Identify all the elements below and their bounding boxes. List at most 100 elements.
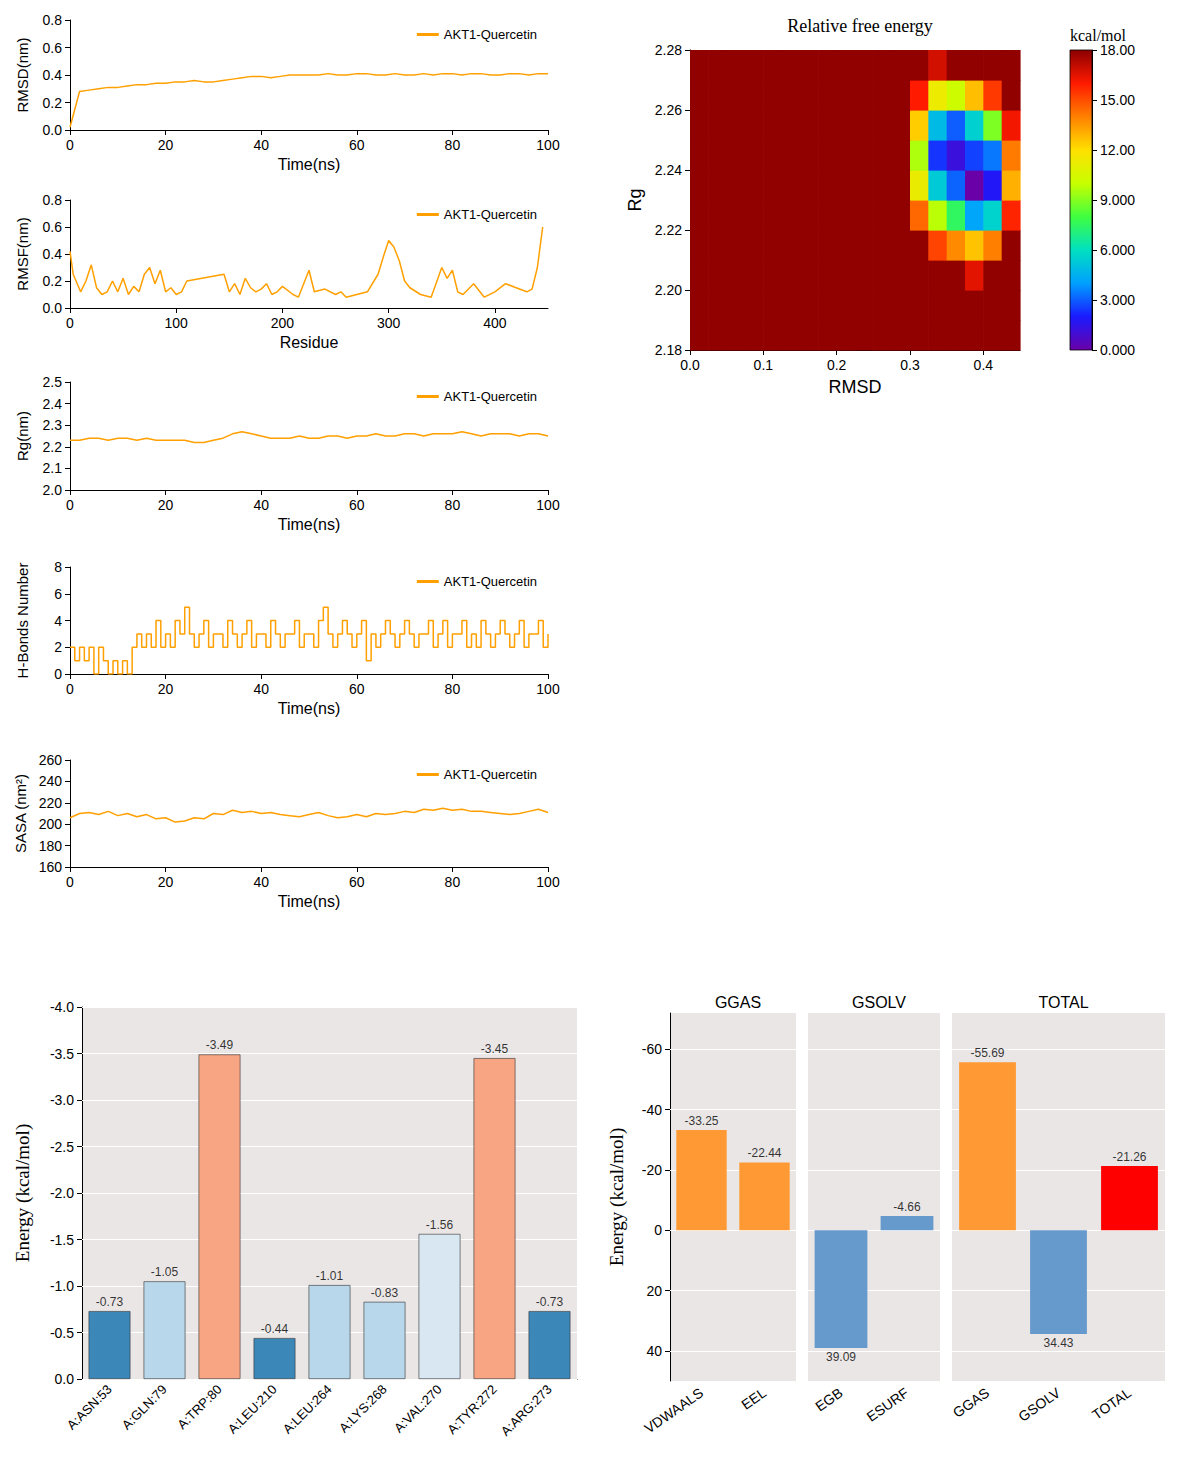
svg-text:AKT1-Quercetin: AKT1-Quercetin (444, 27, 537, 42)
svg-text:-3.49: -3.49 (206, 1038, 234, 1052)
svg-text:A:LEU:264: A:LEU:264 (280, 1382, 335, 1437)
svg-text:TOTAL: TOTAL (1038, 994, 1088, 1011)
svg-text:-0.44: -0.44 (261, 1322, 289, 1336)
svg-text:-3.0: -3.0 (50, 1092, 74, 1108)
svg-text:2: 2 (54, 639, 62, 655)
svg-text:0.0: 0.0 (43, 300, 63, 316)
svg-text:Time(ns): Time(ns) (278, 893, 341, 910)
svg-text:2.24: 2.24 (655, 162, 682, 178)
svg-text:260: 260 (39, 752, 63, 768)
svg-text:A:LEU:210: A:LEU:210 (225, 1382, 280, 1437)
svg-text:-2.0: -2.0 (50, 1185, 74, 1201)
svg-text:20: 20 (158, 681, 174, 697)
svg-text:80: 80 (445, 497, 461, 513)
svg-text:2.18: 2.18 (655, 342, 682, 358)
svg-text:6.000: 6.000 (1100, 242, 1135, 258)
svg-text:-40: -40 (642, 1102, 662, 1118)
svg-text:AKT1-Quercetin: AKT1-Quercetin (444, 574, 537, 589)
svg-text:VDWAALS: VDWAALS (641, 1384, 706, 1436)
svg-text:0.2: 0.2 (43, 95, 63, 111)
svg-text:0.6: 0.6 (43, 40, 63, 56)
svg-text:200: 200 (39, 816, 63, 832)
svg-text:Residue: Residue (280, 334, 339, 351)
svg-text:AKT1-Quercetin: AKT1-Quercetin (444, 767, 537, 782)
svg-text:0.0: 0.0 (680, 357, 700, 373)
svg-text:GGAS: GGAS (715, 994, 761, 1011)
svg-text:39.09: 39.09 (826, 1350, 856, 1364)
svg-text:-55.69: -55.69 (970, 1046, 1004, 1060)
svg-text:9.000: 9.000 (1100, 192, 1135, 208)
svg-text:Time(ns): Time(ns) (278, 516, 341, 533)
svg-text:A:TYR:272: A:TYR:272 (444, 1382, 500, 1438)
svg-text:0.2: 0.2 (827, 357, 847, 373)
svg-text:kcal/mol: kcal/mol (1070, 27, 1127, 44)
svg-text:0.4: 0.4 (43, 67, 63, 83)
svg-text:-0.5: -0.5 (50, 1325, 74, 1341)
svg-text:80: 80 (445, 681, 461, 697)
svg-text:-0.73: -0.73 (536, 1295, 564, 1309)
svg-text:18.00: 18.00 (1100, 42, 1135, 58)
svg-text:15.00: 15.00 (1100, 92, 1135, 108)
svg-text:Energy (kcal/mol): Energy (kcal/mol) (606, 1128, 628, 1266)
svg-text:A:TRP:80: A:TRP:80 (174, 1382, 224, 1432)
svg-text:-4.66: -4.66 (893, 1200, 921, 1214)
svg-text:0: 0 (66, 497, 74, 513)
svg-text:Time(ns): Time(ns) (278, 156, 341, 173)
svg-text:40: 40 (646, 1343, 662, 1359)
svg-text:2.3: 2.3 (43, 417, 63, 433)
svg-text:40: 40 (253, 681, 269, 697)
svg-text:GGAS: GGAS (950, 1384, 992, 1420)
svg-text:60: 60 (349, 681, 365, 697)
svg-text:2.1: 2.1 (43, 460, 63, 476)
svg-text:GSOLV: GSOLV (852, 994, 906, 1011)
svg-text:-22.44: -22.44 (747, 1146, 781, 1160)
svg-text:12.00: 12.00 (1100, 142, 1135, 158)
svg-text:0: 0 (654, 1222, 662, 1238)
svg-text:0.0: 0.0 (43, 122, 63, 138)
svg-text:0.8: 0.8 (43, 12, 63, 28)
svg-text:40: 40 (253, 874, 269, 890)
svg-text:4: 4 (54, 613, 62, 629)
svg-text:-60: -60 (642, 1041, 662, 1057)
svg-text:-3.5: -3.5 (50, 1046, 74, 1062)
svg-text:ESURF: ESURF (864, 1384, 912, 1424)
svg-text:Relative free energy: Relative free energy (787, 16, 933, 36)
svg-text:0.0: 0.0 (55, 1371, 75, 1387)
svg-text:160: 160 (39, 859, 63, 875)
svg-text:0: 0 (66, 137, 74, 153)
svg-text:-0.83: -0.83 (371, 1286, 399, 1300)
svg-text:0.3: 0.3 (900, 357, 920, 373)
svg-text:80: 80 (445, 874, 461, 890)
svg-text:40: 40 (253, 497, 269, 513)
svg-text:A:ARG:273: A:ARG:273 (498, 1382, 555, 1439)
svg-text:0: 0 (66, 874, 74, 890)
svg-text:300: 300 (377, 315, 401, 331)
svg-text:-2.5: -2.5 (50, 1139, 74, 1155)
svg-text:0: 0 (54, 666, 62, 682)
svg-text:0.6: 0.6 (43, 219, 63, 235)
svg-text:-3.45: -3.45 (481, 1042, 509, 1056)
svg-text:GSOLV: GSOLV (1015, 1384, 1063, 1425)
svg-text:0.4: 0.4 (974, 357, 994, 373)
svg-text:0.1: 0.1 (754, 357, 774, 373)
svg-text:80: 80 (445, 137, 461, 153)
svg-text:-1.5: -1.5 (50, 1232, 74, 1248)
svg-text:60: 60 (349, 497, 365, 513)
svg-text:AKT1-Quercetin: AKT1-Quercetin (444, 207, 537, 222)
svg-text:100: 100 (536, 874, 560, 890)
svg-text:-1.05: -1.05 (151, 1265, 179, 1279)
svg-text:200: 200 (271, 315, 295, 331)
svg-text:H-Bonds Number: H-Bonds Number (14, 563, 31, 679)
svg-text:100: 100 (536, 497, 560, 513)
svg-text:6: 6 (54, 586, 62, 602)
svg-text:-33.25: -33.25 (684, 1114, 718, 1128)
svg-text:60: 60 (349, 874, 365, 890)
svg-text:220: 220 (39, 795, 63, 811)
svg-text:-0.73: -0.73 (96, 1295, 124, 1309)
svg-text:RMSD(nm): RMSD(nm) (14, 38, 31, 113)
svg-text:AKT1-Quercetin: AKT1-Quercetin (444, 389, 537, 404)
svg-text:-20: -20 (642, 1162, 662, 1178)
svg-text:2.20: 2.20 (655, 282, 682, 298)
svg-text:20: 20 (158, 874, 174, 890)
svg-text:A:VAL:270: A:VAL:270 (391, 1382, 445, 1436)
